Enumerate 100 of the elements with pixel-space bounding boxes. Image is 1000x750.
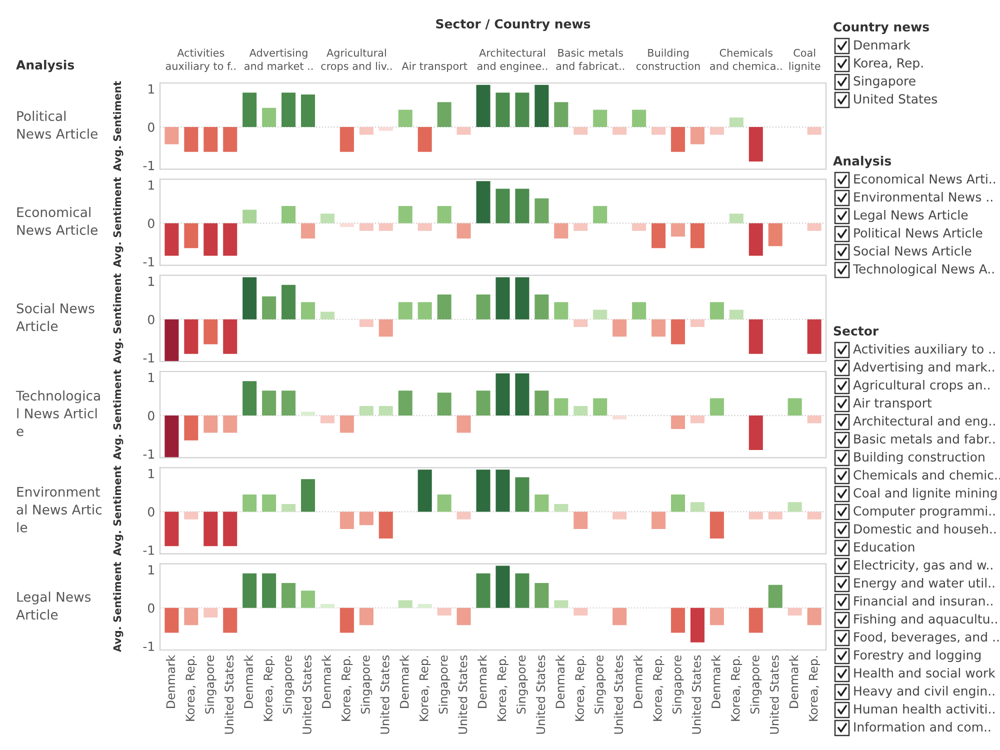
bar xyxy=(300,590,316,608)
text: Forestry and logging xyxy=(854,650,981,662)
y-axis-title: Avg. Sentiment xyxy=(113,466,124,556)
y-tick-label: -1 xyxy=(143,160,154,170)
bar xyxy=(418,127,432,152)
bar xyxy=(378,319,393,337)
bar xyxy=(340,223,354,228)
text: Environment al News Artic le xyxy=(16,486,102,532)
bar xyxy=(748,608,763,633)
bar xyxy=(282,92,296,128)
text: Legal News Article xyxy=(854,210,968,222)
bar xyxy=(748,223,763,256)
text: Food, beverages, and .. xyxy=(854,632,999,644)
bar xyxy=(632,110,646,128)
bar xyxy=(418,604,432,608)
bar xyxy=(515,477,530,512)
bar xyxy=(262,494,276,512)
bar xyxy=(242,277,257,320)
bar xyxy=(574,223,588,231)
bar xyxy=(729,310,744,320)
bar xyxy=(476,390,490,416)
bar xyxy=(670,608,686,633)
bar xyxy=(300,479,316,512)
bar xyxy=(807,127,822,135)
x-tick-label: Korea, Rep. xyxy=(731,656,742,721)
text: Financial and insuran.. xyxy=(854,596,992,606)
bar xyxy=(242,92,257,128)
bar xyxy=(554,302,568,320)
bar xyxy=(437,102,452,128)
bar xyxy=(632,223,646,231)
bar xyxy=(554,102,568,128)
bar xyxy=(534,582,549,608)
bar xyxy=(418,302,432,320)
bar xyxy=(593,310,608,320)
bar xyxy=(574,406,588,416)
x-tick-label: Korea, Rep. xyxy=(808,656,820,721)
text: Education xyxy=(854,542,914,552)
bar xyxy=(496,566,510,608)
bar xyxy=(340,512,354,529)
bar xyxy=(300,302,316,320)
bar xyxy=(670,494,686,512)
y-tick-label: 1 xyxy=(148,372,154,382)
bar xyxy=(320,312,334,320)
x-tick-label: United States xyxy=(770,655,779,734)
x-tick-label: United States xyxy=(692,655,701,734)
bar xyxy=(340,608,354,633)
bar xyxy=(729,117,744,128)
y-tick-label: 1 xyxy=(148,84,154,94)
y-axis-title: Avg. Sentiment xyxy=(113,177,124,268)
x-tick-label: Denmark xyxy=(633,654,642,708)
bar xyxy=(515,373,530,416)
bar xyxy=(807,319,822,354)
x-tick-label: Singapore xyxy=(516,655,528,714)
x-tick-label: Denmark xyxy=(400,654,409,708)
bar xyxy=(340,416,354,433)
bar xyxy=(456,512,471,520)
bar xyxy=(184,127,198,152)
text: Air transport xyxy=(402,62,468,72)
bar xyxy=(320,214,334,224)
bar xyxy=(670,223,686,237)
text: Technologica l News Articl e xyxy=(16,390,100,436)
text: Architectural and enginee.. xyxy=(477,48,548,72)
bar xyxy=(748,319,763,354)
bar xyxy=(496,92,510,128)
bar xyxy=(496,373,510,416)
bar xyxy=(262,390,276,416)
text: Sector / Country news xyxy=(436,19,590,32)
y-axis-title: Avg. Sentiment xyxy=(113,562,124,652)
bar xyxy=(184,223,198,248)
bar xyxy=(554,398,568,416)
x-tick-label: Korea, Rep. xyxy=(264,656,275,721)
bar xyxy=(768,512,782,520)
bar xyxy=(164,416,179,458)
bar xyxy=(748,127,763,162)
bar xyxy=(710,302,724,320)
bar xyxy=(437,608,452,616)
bar xyxy=(164,223,179,256)
text: Coal lignite xyxy=(789,48,820,72)
bar xyxy=(515,277,530,320)
bar xyxy=(690,416,704,424)
text: Economical News Arti.. xyxy=(854,174,996,184)
bar xyxy=(748,416,763,450)
bar xyxy=(612,416,627,420)
bar xyxy=(670,416,686,429)
text: Social News Article xyxy=(16,303,94,332)
bar xyxy=(788,398,802,416)
x-tick-label: Denmark xyxy=(555,654,565,708)
bar xyxy=(164,512,179,546)
bar xyxy=(768,584,782,608)
bar xyxy=(690,223,704,248)
bar xyxy=(710,127,724,135)
y-axis-title: Avg. Sentiment xyxy=(113,81,124,172)
bar xyxy=(515,188,530,224)
x-tick-label: Denmark xyxy=(789,654,798,708)
y-axis-title: Avg. Sentiment xyxy=(113,273,124,364)
y-tick-label: -1 xyxy=(143,642,154,651)
bar xyxy=(223,127,238,152)
bar xyxy=(456,416,471,433)
bar xyxy=(574,127,588,135)
bar xyxy=(632,302,646,320)
